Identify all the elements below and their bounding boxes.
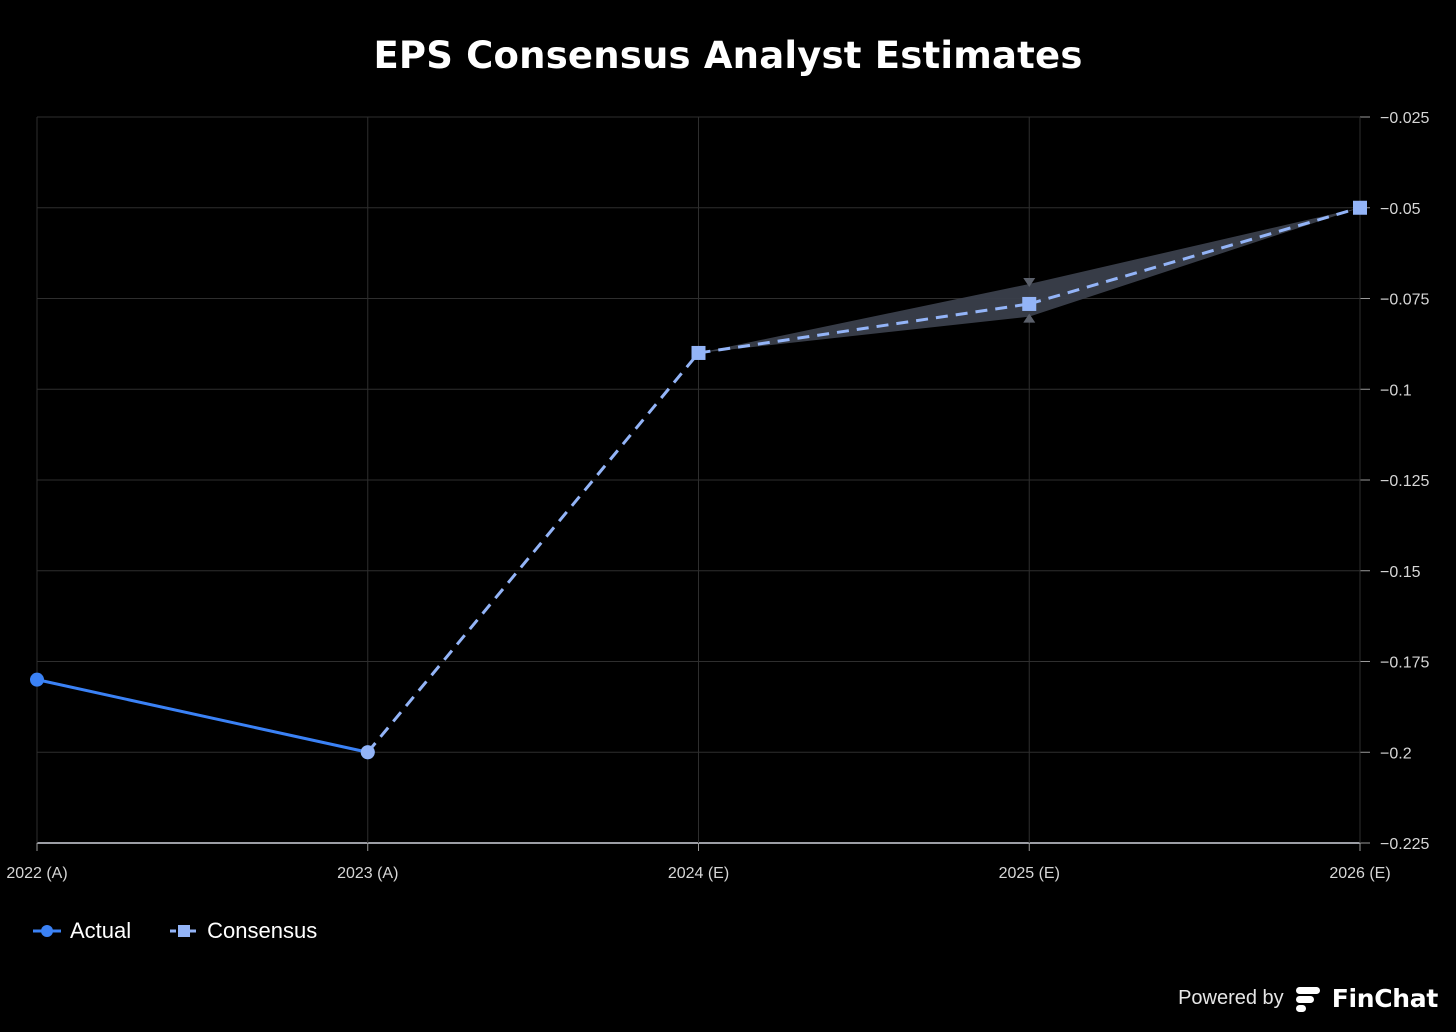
consensus-point [1022, 296, 1037, 311]
actual-line-icon [33, 925, 61, 937]
consensus-point [691, 345, 706, 360]
consensus-point [1353, 200, 1367, 215]
y-tick-label: −0.175 [1380, 655, 1429, 672]
series-lines [36, 206, 1361, 754]
x-tick-label: 2024 (E) [668, 865, 729, 882]
finchat-brand-name: FinChat [1331, 984, 1439, 1013]
y-tick-label: −0.225 [1380, 836, 1429, 853]
actual-point [30, 672, 44, 687]
grid [36, 116, 1370, 851]
actual-line-segment [36, 678, 369, 754]
consensus-line-segment [366, 351, 700, 754]
x-tick-label: 2023 (A) [337, 865, 398, 882]
y-tick-label: −0.15 [1380, 564, 1421, 581]
finchat-logo-icon [1295, 986, 1320, 1012]
consensus-line-segment [698, 302, 1030, 355]
legend-item-consensus[interactable]: Consensus [169, 918, 317, 944]
consensus-point [360, 745, 375, 760]
y-tick-label: −0.075 [1380, 292, 1429, 309]
y-tick-label: −0.125 [1380, 473, 1429, 490]
estimate-range [698, 207, 1360, 353]
estimate-high-marker [1023, 277, 1036, 287]
series-markers [30, 200, 1367, 760]
legend-item-actual[interactable]: Actual [32, 918, 131, 944]
chart-title: EPS Consensus Analyst Estimates [373, 34, 1083, 77]
y-tick-label: −0.1 [1380, 382, 1412, 399]
tick-labels: −0.025 −0.05 −0.075 −0.1 −0.125 −0.15 −0.175 −0… [6, 110, 1429, 882]
x-tick-label: 2026 (E) [1329, 865, 1390, 882]
estimate-low-marker [1023, 313, 1036, 323]
consensus-line-segment [1028, 206, 1361, 306]
y-tick-label: −0.05 [1380, 201, 1421, 218]
legend-label-actual: Actual [70, 918, 132, 943]
y-tick-label: −0.025 [1380, 110, 1429, 127]
legend: Actual Consensus [32, 918, 317, 944]
x-tick-label: 2022 (A) [6, 865, 67, 882]
powered-by-text: Powered by [1178, 987, 1284, 1009]
consensus-line-icon [170, 925, 199, 937]
x-tick-label: 2025 (E) [999, 865, 1060, 882]
legend-label-consensus: Consensus [207, 918, 318, 943]
y-tick-label: −0.2 [1380, 745, 1412, 762]
branding: Powered by FinChat [1178, 984, 1438, 1013]
